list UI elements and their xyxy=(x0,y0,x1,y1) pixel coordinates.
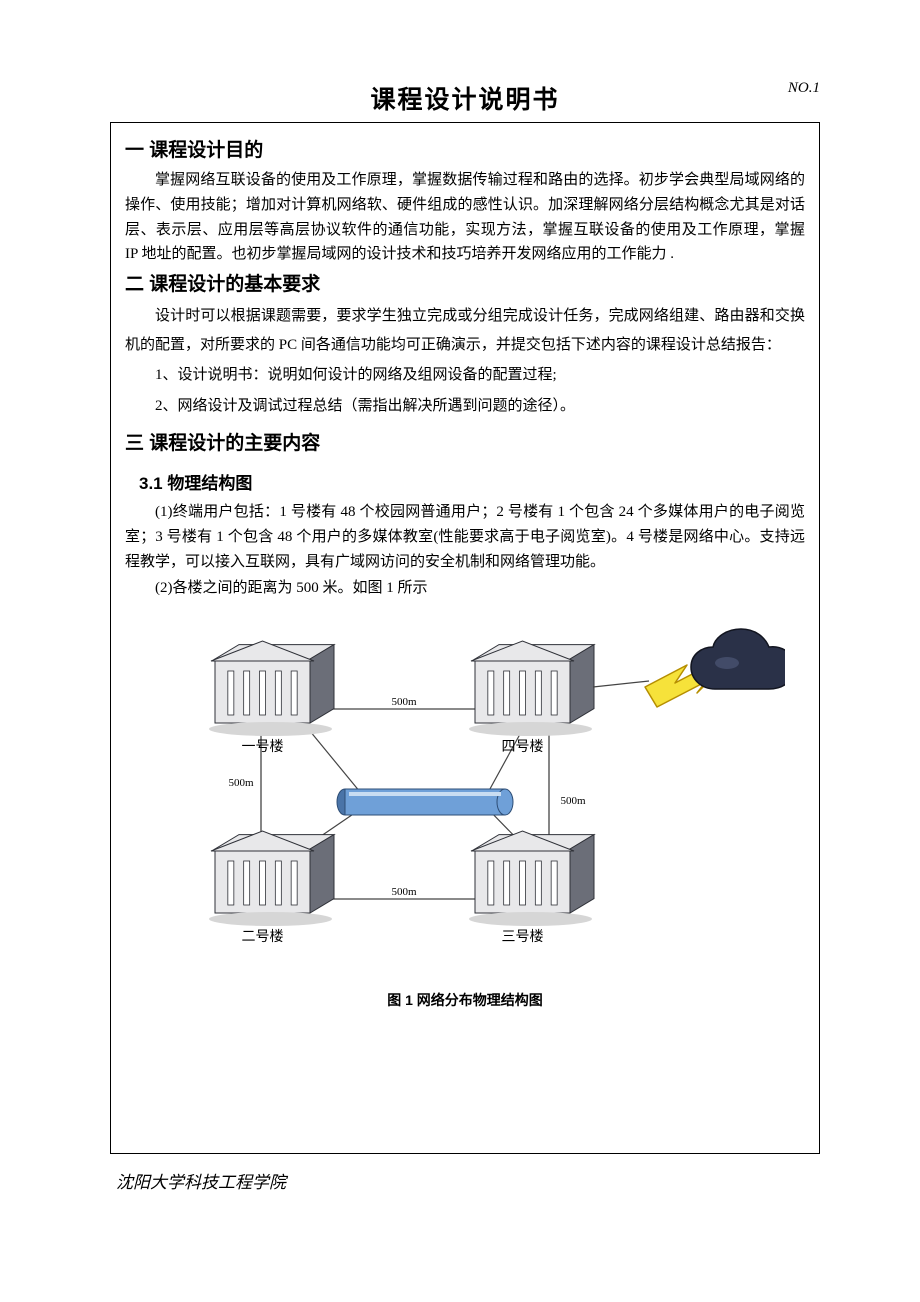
svg-text:一号楼: 一号楼 xyxy=(242,739,284,755)
page-header: 课程设计说明书 NO.1 xyxy=(110,80,820,116)
page-number: NO.1 xyxy=(788,80,820,97)
section-3-1-heading: 3.1 物理结构图 xyxy=(139,469,805,494)
svg-text:三号楼: 三号楼 xyxy=(502,929,544,945)
svg-text:500m: 500m xyxy=(228,777,254,789)
svg-text:500m: 500m xyxy=(391,886,417,898)
section-1-heading: 一 课程设计目的 xyxy=(125,135,805,162)
figure-1: 500m 500m 500m 500m 一号楼 四号楼二号楼 三号楼 图 1 网络分布物理结… xyxy=(125,619,805,1010)
bottom-rule xyxy=(110,1153,820,1154)
page-title: 课程设计说明书 xyxy=(370,80,559,116)
section-3-1-p1: (1)终端用户包括：1 号楼有 48 个校园网普通用户；2 号楼有 1 个包含 … xyxy=(125,500,805,574)
svg-text:500m: 500m xyxy=(391,696,417,708)
section-2-heading: 二 课程设计的基本要求 xyxy=(125,269,805,296)
svg-text:四号楼: 四号楼 xyxy=(502,739,544,755)
section-3-1-p2: (2)各楼之间的距离为 500 米。如图 1 所示 xyxy=(125,576,805,601)
section-2-item-2: 2、网络设计及调试过程总结（需指出解决所遇到问题的途径）。 xyxy=(155,392,805,421)
figure-1-caption: 图 1 网络分布物理结构图 xyxy=(125,990,805,1010)
content-frame: 一 课程设计目的 掌握网络互联设备的使用及工作原理，掌握数据传输过程和路由的选择… xyxy=(110,123,820,1153)
page: 课程设计说明书 NO.1 一 课程设计目的 掌握网络互联设备的使用及工作原理，掌… xyxy=(0,0,920,1233)
svg-text:二号楼: 二号楼 xyxy=(242,929,284,945)
section-2-item-1: 1、设计说明书：说明如何设计的网络及组网设备的配置过程; xyxy=(155,361,805,390)
section-3-heading: 三 课程设计的主要内容 xyxy=(125,428,805,455)
svg-text:500m: 500m xyxy=(560,795,586,807)
section-2-paragraph: 设计时可以根据课题需要，要求学生独立完成或分组完成设计任务，完成网络组建、路由器… xyxy=(125,302,805,359)
network-diagram: 500m 500m 500m 500m 一号楼 四号楼二号楼 三号楼 xyxy=(145,619,785,979)
footer-text: 沈阳大学科技工程学院 xyxy=(116,1168,820,1193)
section-1-paragraph: 掌握网络互联设备的使用及工作原理，掌握数据传输过程和路由的选择。初步学会典型局域… xyxy=(125,168,805,267)
